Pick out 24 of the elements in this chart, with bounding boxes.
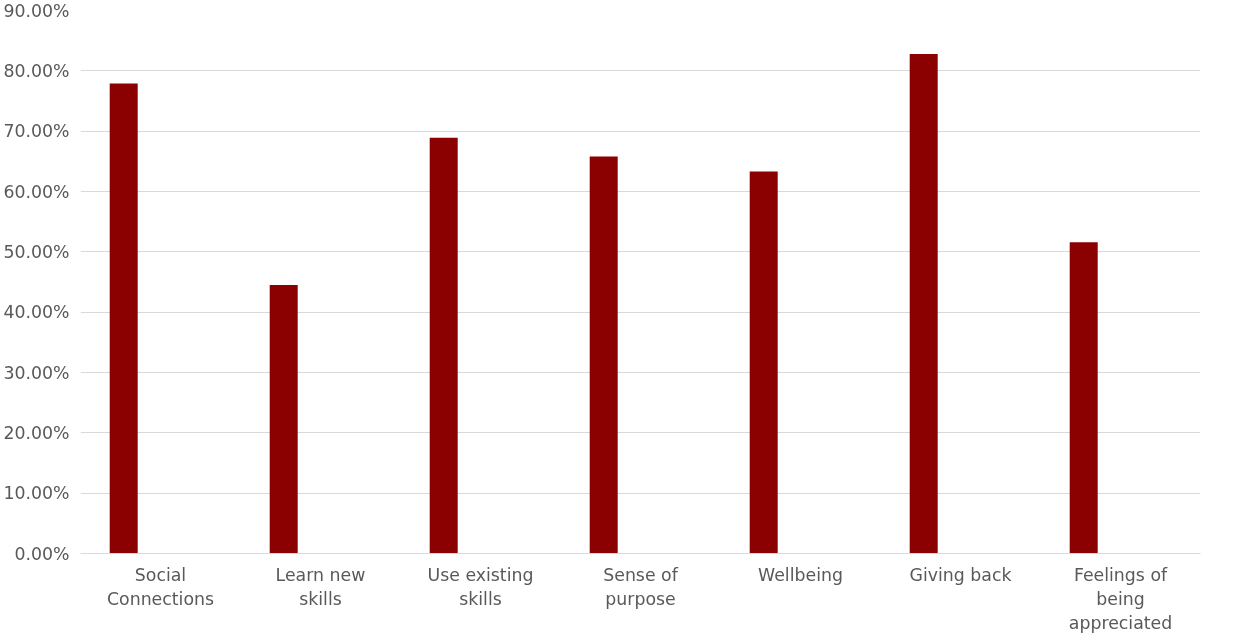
y-tick-label: 70.00% [3, 121, 70, 142]
y-tick-label: 0.00% [14, 543, 70, 564]
bar [429, 137, 458, 554]
x-tick-label: Giving back [909, 564, 1012, 585]
y-tick-label: 50.00% [3, 241, 70, 262]
y-tick-label: 90.00% [3, 0, 70, 21]
bar [909, 53, 938, 554]
bar [109, 83, 138, 554]
x-tick-label: Social Connections [106, 564, 215, 609]
y-tick-label: 20.00% [3, 422, 70, 443]
y-tick-label: 40.00% [3, 302, 70, 323]
bar [589, 156, 618, 554]
bar [1069, 242, 1098, 554]
x-tick-label: Sense of purpose [603, 564, 679, 609]
x-tick-label: Use existing skills [427, 564, 534, 609]
bar [269, 285, 298, 554]
bar [749, 171, 778, 554]
y-tick-label: 60.00% [3, 181, 70, 202]
x-tick-label: Learn new skills [275, 564, 366, 609]
y-tick-label: 30.00% [3, 362, 70, 383]
x-tick-label: Wellbeing [758, 564, 843, 585]
y-tick-label: 10.00% [3, 483, 70, 504]
x-tick-label: Feelings of being appreciated [1068, 564, 1173, 633]
y-tick-label: 80.00% [3, 60, 70, 81]
